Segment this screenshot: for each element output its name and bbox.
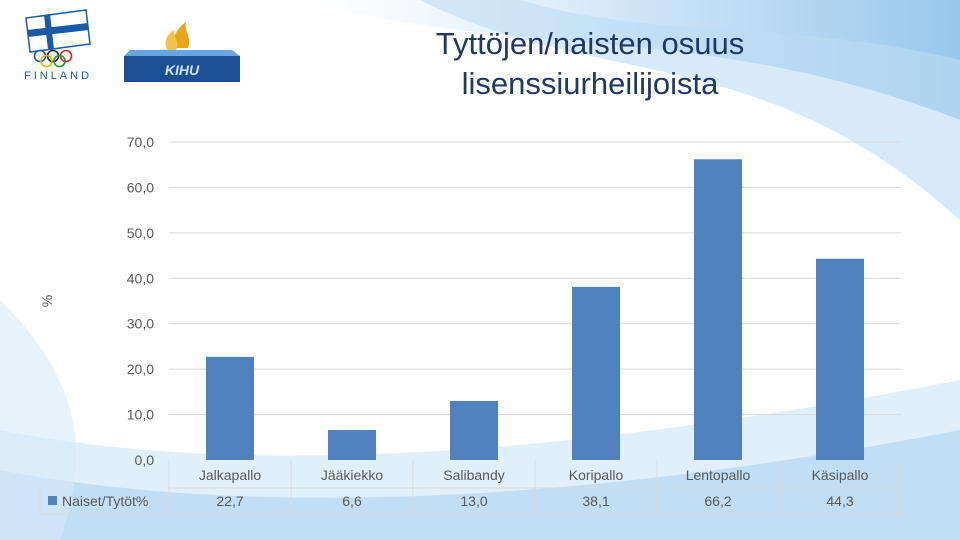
y-tick-label: 50,0: [127, 225, 154, 241]
x-tick-label: Käsipallo: [812, 467, 869, 483]
data-table: Jalkapallo 22,7 Jääkiekko 6,6 Salibandy 13,0 K…: [39, 460, 902, 515]
bar-jalkapallo: [206, 356, 254, 460]
legend-swatch: [48, 496, 57, 505]
svg-text:KIHU: KIHU: [165, 62, 200, 78]
kihu-logo: KIHU: [124, 22, 240, 82]
x-tick-label: Lentopallo: [686, 467, 751, 483]
data-label: 6,6: [342, 493, 362, 509]
data-label: 38,1: [582, 493, 609, 509]
logo-area: FINLAND KIHU: [24, 9, 240, 82]
y-axis-label: %: [39, 295, 55, 307]
y-tick-label: 70,0: [127, 134, 154, 150]
y-tick-label: 40,0: [127, 270, 154, 286]
bar-koripallo: [572, 286, 620, 460]
data-label: 44,3: [826, 493, 853, 509]
y-tick-label: 30,0: [127, 316, 154, 332]
bar-käsipallo: [816, 258, 864, 460]
y-tick-label: 60,0: [127, 179, 154, 195]
bar-lentopallo: [694, 159, 742, 460]
svg-text:FINLAND: FINLAND: [24, 70, 92, 82]
x-tick-label: Jalkapallo: [199, 467, 261, 483]
title-line-2: lisenssiurheilijoista: [461, 66, 719, 101]
y-tick-label: 10,0: [127, 407, 154, 423]
data-label: 22,7: [216, 493, 243, 509]
data-label: 13,0: [460, 493, 487, 509]
data-label: 66,2: [704, 493, 731, 509]
bar-salibandy: [450, 400, 498, 460]
legend-entry: Naiset/Tytöt%: [62, 493, 148, 509]
finland-olympic-logo: FINLAND: [24, 9, 92, 82]
gridlines: [169, 141, 901, 416]
bars: [206, 159, 864, 460]
bar-jääkiekko: [328, 430, 376, 460]
title-line-1: Tyttöjen/naisten osuus: [435, 26, 745, 61]
x-tick-label: Koripallo: [569, 467, 624, 483]
y-tick-label: 20,0: [127, 361, 154, 377]
x-tick-label: Jääkiekko: [321, 467, 383, 483]
y-axis-ticks: 0,0 10,0 20,0 30,0 40,0 50,0 60,0 70,0: [127, 134, 154, 468]
page-title: Tyttöjen/naisten osuus lisenssiurheilijo…: [340, 24, 840, 104]
x-tick-label: Salibandy: [443, 467, 505, 483]
y-tick-label: 0,0: [135, 452, 155, 468]
